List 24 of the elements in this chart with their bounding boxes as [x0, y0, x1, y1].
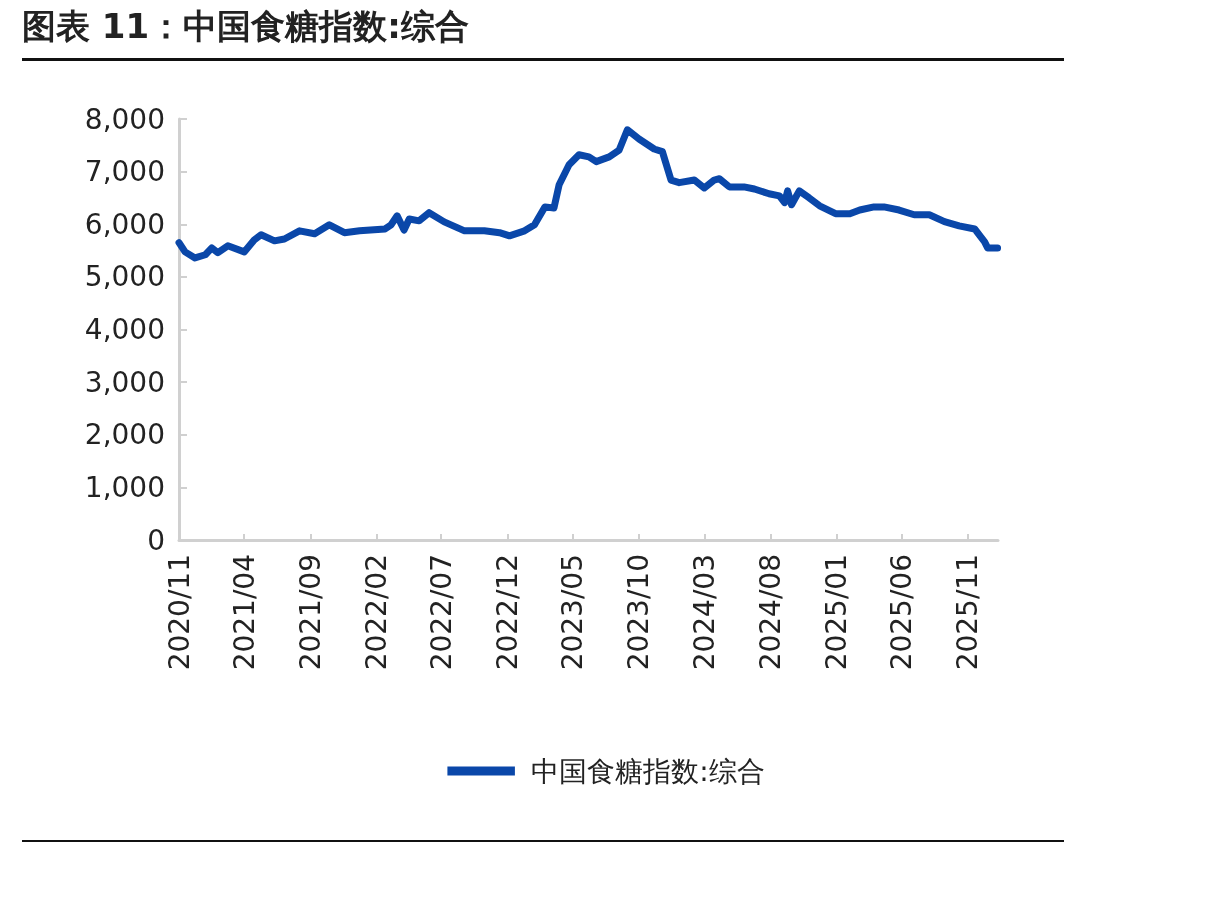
x-tick-label: 2022/07 [424, 554, 458, 671]
x-tick-label: 2024/03 [687, 554, 721, 671]
y-tick-label: 4,000 [84, 313, 165, 346]
x-tick-label: 2025/06 [885, 554, 919, 671]
x-tick-label: 2023/10 [622, 554, 656, 671]
x-tick-label: 2020/11 [162, 554, 196, 671]
x-tick-label: 2024/08 [753, 554, 787, 671]
x-tick-label: 2022/02 [359, 554, 393, 671]
y-tick-label: 7,000 [84, 155, 165, 189]
y-tick-label: 2,000 [84, 418, 165, 452]
y-tick-label: 8,000 [84, 102, 165, 136]
x-tick-label: 2022/12 [490, 554, 524, 671]
y-tick-label: 5,000 [84, 260, 165, 294]
x-tick-label: 2023/05 [556, 554, 590, 671]
y-tick-label: 6,000 [84, 207, 165, 241]
y-tick-label: 0 [147, 523, 165, 557]
x-tick-label: 2025/01 [819, 554, 853, 671]
legend-label: 中国食糖指数:综合 [531, 754, 765, 788]
x-tick-label: 2021/04 [227, 554, 261, 671]
x-tick-label: 2025/11 [951, 554, 985, 671]
y-tick-label: 1,000 [84, 470, 165, 504]
y-tick-label: 3,000 [84, 365, 165, 399]
x-tick-label: 2021/09 [293, 554, 327, 671]
chart-title: 图表 11：中国食糖指数:综合 [22, 5, 469, 48]
